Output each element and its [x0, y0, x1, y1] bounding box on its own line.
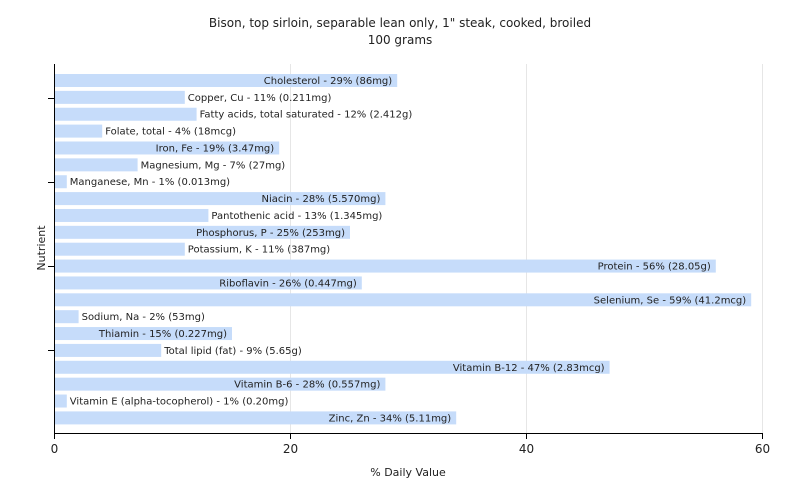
- bar: [55, 175, 67, 189]
- x-axis-title: % Daily Value: [370, 466, 446, 479]
- bar: [55, 107, 197, 121]
- bar: [55, 394, 67, 408]
- chart-title: Bison, top sirloin, separable lean only,…: [208, 16, 592, 30]
- bar: [55, 141, 280, 155]
- bar: [55, 327, 232, 341]
- bar-label: Sodium, Na - 2% (53mg): [82, 312, 205, 323]
- x-ticks: 0 20 40 60: [48, 98, 770, 456]
- bars: Cholesterol - 29% (86mg) Copper, Cu - 11%…: [55, 74, 752, 425]
- x-tick-label: 0: [51, 442, 59, 456]
- bar-label: Folate, total - 4% (18mcg): [105, 127, 236, 138]
- bar: [55, 360, 610, 374]
- bar: [55, 310, 79, 324]
- bar: [55, 411, 457, 425]
- bar: [55, 259, 716, 273]
- axes: [54, 64, 762, 434]
- bar-label: Pantothenic acid - 13% (1.345mg): [211, 211, 382, 222]
- bar-label: Thiamin - 15% (0.227mg): [98, 329, 227, 340]
- bar-label: Magnesium, Mg - 7% (27mg): [141, 160, 286, 171]
- y-axis-title: Nutrient: [35, 225, 48, 271]
- bar: [55, 276, 362, 290]
- bar: [55, 158, 138, 172]
- bar: [55, 225, 350, 239]
- bar-label: Cholesterol - 29% (86mg): [264, 76, 393, 87]
- bar-label: Iron, Fe - 19% (3.47mg): [156, 143, 275, 154]
- bar-label: Manganese, Mn - 1% (0.013mg): [70, 177, 230, 188]
- bar-label: Riboflavin - 26% (0.447mg): [219, 278, 357, 289]
- bar: [55, 90, 185, 104]
- bar-label: Zinc, Zn - 34% (5.11mg): [329, 413, 452, 424]
- bar-label: Copper, Cu - 11% (0.211mg): [188, 93, 332, 104]
- bar: [55, 343, 162, 357]
- bar: [55, 377, 386, 391]
- x-tick-label: 60: [755, 442, 770, 456]
- chart-subtitle: 100 grams: [367, 33, 433, 47]
- bar: [55, 242, 185, 256]
- bar: [55, 208, 209, 222]
- bar-label: Vitamin B-12 - 47% (2.83mcg): [453, 363, 605, 374]
- bar: [55, 293, 752, 307]
- bar-label: Selenium, Se - 59% (41.2mcg): [594, 295, 747, 306]
- bar-label: Fatty acids, total saturated - 12% (2.41…: [200, 110, 413, 121]
- bar: [55, 74, 398, 87]
- bar-label: Vitamin B-6 - 28% (0.557mg): [234, 380, 380, 391]
- bar-label: Total lipid (fat) - 9% (5.65g): [163, 346, 302, 357]
- bar-label: Niacin - 28% (5.570mg): [261, 194, 380, 205]
- bar-label: Potassium, K - 11% (387mg): [188, 245, 330, 256]
- bar-label: Vitamin E (alpha-tocopherol) - 1% (0.20m…: [70, 397, 289, 408]
- bar-label: Phosphorus, P - 25% (253mg): [196, 228, 345, 239]
- x-tick-label: 40: [519, 442, 534, 456]
- bar: [55, 124, 103, 138]
- bar-label: Protein - 56% (28.05g): [598, 262, 711, 273]
- bar: [55, 192, 386, 206]
- x-tick-label: 20: [283, 442, 298, 456]
